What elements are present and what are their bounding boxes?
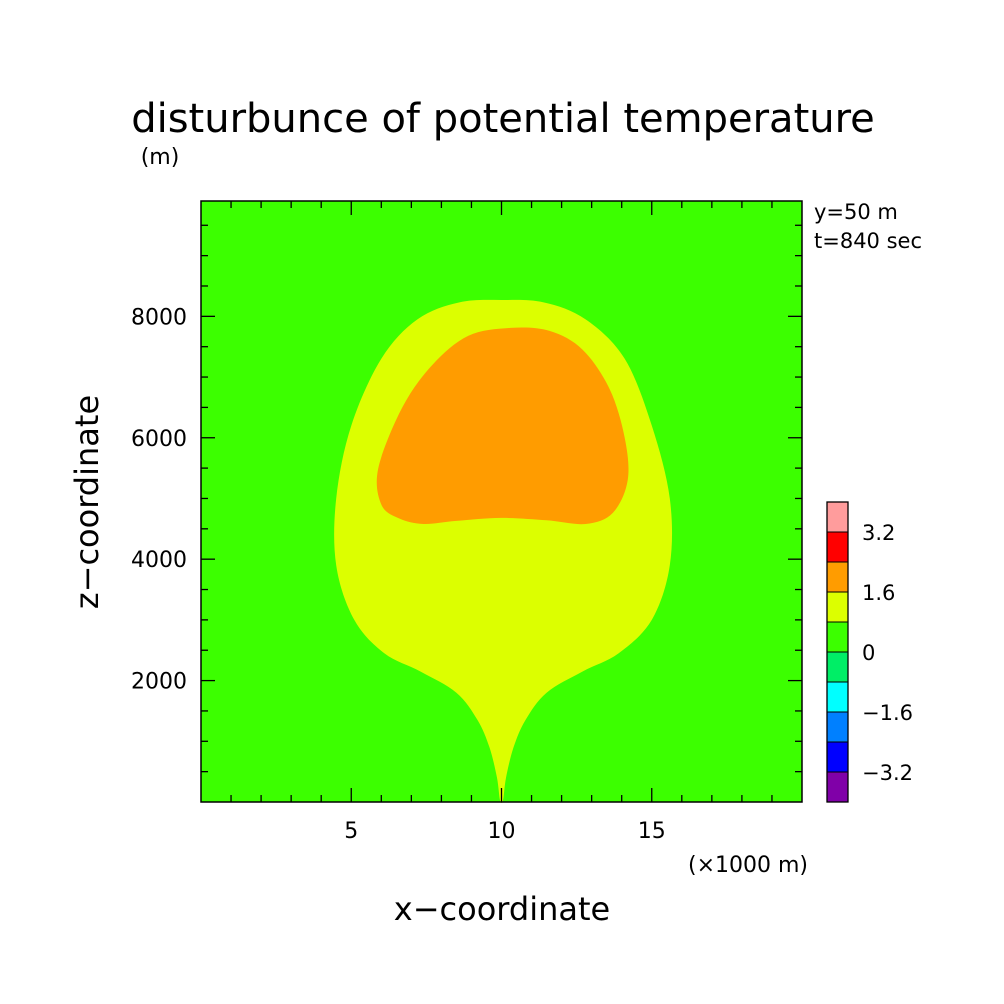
x-axis-unit: (×1000 m) bbox=[688, 853, 808, 878]
x-tick-label: 10 bbox=[488, 819, 516, 844]
contour-regions bbox=[334, 299, 673, 803]
colorbar-label: 3.2 bbox=[862, 521, 895, 545]
y-axis-unit: (m) bbox=[141, 145, 180, 170]
colorbar bbox=[826, 501, 849, 803]
y-tick-labels: 2000 4000 6000 8000 bbox=[131, 305, 187, 694]
colorbar-label: 1.6 bbox=[862, 581, 895, 605]
colorbar-swatch bbox=[827, 652, 848, 682]
y-tick-label: 4000 bbox=[131, 548, 187, 573]
colorbar-swatch bbox=[827, 502, 848, 532]
colorbar-swatch bbox=[827, 712, 848, 742]
axis-ticks bbox=[201, 201, 802, 802]
colorbar-swatch bbox=[827, 532, 848, 562]
colorbar-label: −3.2 bbox=[862, 761, 913, 785]
x-axis-label: x−coordinate bbox=[394, 890, 610, 928]
y-axis-label: z−coordinate bbox=[68, 395, 106, 609]
colorbar-swatch bbox=[827, 742, 848, 772]
y-tick-label: 8000 bbox=[131, 305, 187, 330]
colorbar-swatch bbox=[827, 622, 848, 652]
contour-region-2 bbox=[376, 327, 629, 525]
colorbar-labels: 3.2 1.6 0 −1.6 −3.2 bbox=[862, 521, 913, 785]
annotation-time: t=840 sec bbox=[814, 229, 922, 253]
colorbar-label: 0 bbox=[862, 641, 875, 665]
chart-title: disturbunce of potential temperature bbox=[131, 96, 875, 142]
colorbar-swatch bbox=[827, 562, 848, 592]
colorbar-swatch bbox=[827, 682, 848, 712]
plot-area bbox=[200, 200, 803, 803]
x-tick-label: 15 bbox=[638, 819, 666, 844]
colorbar-swatch bbox=[827, 592, 848, 622]
colorbar-swatch bbox=[827, 772, 848, 802]
x-tick-label: 5 bbox=[344, 819, 358, 844]
x-tick-labels: 5 10 15 bbox=[344, 819, 666, 844]
annotation-y-slice: y=50 m bbox=[814, 200, 898, 224]
colorbar-label: −1.6 bbox=[862, 701, 913, 725]
y-tick-label: 2000 bbox=[131, 670, 187, 695]
y-tick-label: 6000 bbox=[131, 427, 187, 452]
